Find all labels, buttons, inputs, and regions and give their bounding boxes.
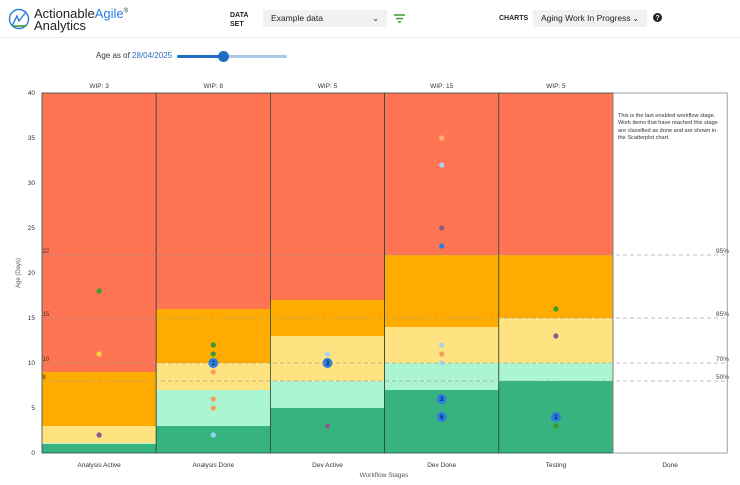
percentile-label: 70% xyxy=(716,356,729,363)
y-tick-label: 40 xyxy=(28,90,36,97)
band-green xyxy=(270,408,385,453)
band-light-green xyxy=(42,443,157,444)
work-item-dot[interactable] xyxy=(210,396,216,402)
work-item-dot[interactable] xyxy=(439,135,445,141)
work-item-dot[interactable] xyxy=(210,405,216,411)
work-item-group[interactable] xyxy=(322,358,333,368)
percentile-value: 15 xyxy=(43,312,50,318)
group-count: 5 xyxy=(440,415,444,421)
work-item-group[interactable] xyxy=(550,412,561,422)
y-tick-label: 15 xyxy=(28,315,36,322)
y-tick-label: 10 xyxy=(28,360,36,367)
work-item-dot[interactable] xyxy=(96,288,102,294)
filter-icon[interactable] xyxy=(394,14,405,23)
stage-column xyxy=(612,92,728,454)
work-item-dot[interactable] xyxy=(553,333,559,339)
stage-label: Dev Done xyxy=(427,462,456,469)
work-item-group[interactable] xyxy=(436,394,447,404)
band-light-green xyxy=(498,363,613,381)
band-light-green xyxy=(270,381,385,408)
y-tick-label: 25 xyxy=(28,225,36,232)
work-item-dot[interactable] xyxy=(439,225,445,231)
svg-text:?: ? xyxy=(655,15,659,22)
percentile-value: 10 xyxy=(43,357,50,363)
band-red xyxy=(384,93,499,255)
work-item-dot[interactable] xyxy=(210,342,216,348)
work-item-dot[interactable] xyxy=(96,432,102,438)
y-tick-label: 5 xyxy=(31,405,35,412)
group-count: 3 xyxy=(440,397,444,403)
work-item-dot[interactable] xyxy=(439,243,445,249)
stage-label: Analysis Active xyxy=(77,462,121,469)
wip-label: WIP: 5 xyxy=(318,83,338,90)
slider-handle[interactable] xyxy=(218,51,230,62)
dataset-select[interactable]: Example data ⌄ xyxy=(263,10,387,27)
dataset-label: DATA SET xyxy=(230,12,249,28)
band-orange xyxy=(384,255,499,327)
work-item-dot[interactable] xyxy=(439,342,445,348)
work-item-dot[interactable] xyxy=(324,423,331,429)
age-date: 28/04/2025 xyxy=(132,51,173,60)
band-red xyxy=(270,93,385,300)
stage-label: Done xyxy=(662,462,678,469)
band-light-green xyxy=(384,363,499,390)
band-orange xyxy=(42,372,157,426)
y-tick-label: 30 xyxy=(28,180,36,187)
question-circle-icon[interactable]: ? xyxy=(653,13,662,22)
age-as-of: Age as of 28/04/2025 xyxy=(96,51,173,60)
work-item-dot[interactable] xyxy=(324,351,331,357)
work-item-dot[interactable] xyxy=(439,351,445,357)
chevron-down-icon: ⌄ xyxy=(632,14,639,23)
percentile-value: 22 xyxy=(43,249,50,255)
group-count: 2 xyxy=(554,415,558,421)
work-item-dot[interactable] xyxy=(553,423,559,429)
percentile-value: 8 xyxy=(43,375,47,381)
work-item-dot[interactable] xyxy=(553,306,559,312)
percentile-label: 85% xyxy=(716,311,729,318)
wip-label: WIP: 3 xyxy=(89,83,109,90)
logo-icon xyxy=(8,8,30,30)
charts-select[interactable]: Aging Work In Progress ⌄ xyxy=(533,10,647,27)
work-item-dot[interactable] xyxy=(96,351,102,357)
wip-label: WIP: 5 xyxy=(546,83,566,90)
wip-label: WIP: 8 xyxy=(204,83,224,90)
wip-label: WIP: 15 xyxy=(430,83,454,90)
group-count: 2 xyxy=(212,361,216,367)
band-green xyxy=(156,426,271,453)
logo[interactable]: ActionableAgile® Analytics xyxy=(8,6,128,32)
percentile-label: 50% xyxy=(716,374,729,381)
chevron-down-icon: ⌄ xyxy=(372,14,379,23)
percentile-label: 95% xyxy=(716,248,729,255)
app-header: ActionableAgile® Analytics DATA SET Exampl… xyxy=(0,0,740,38)
band-red xyxy=(42,93,157,372)
y-axis-label: Age (Days) xyxy=(16,258,22,288)
x-axis-label: Workflow Stages xyxy=(360,472,409,479)
work-item-dot[interactable] xyxy=(210,351,216,357)
y-tick-label: 0 xyxy=(31,450,35,457)
logo-text: ActionableAgile® Analytics xyxy=(34,6,129,34)
y-tick-label: 20 xyxy=(28,270,36,277)
stage-label: Testing xyxy=(546,462,567,469)
band-green xyxy=(42,444,157,453)
band-red xyxy=(156,93,271,309)
work-item-group[interactable] xyxy=(436,412,447,422)
aging-wip-chart: WIP: 3 Analysis Active WIP: 8 Analysis Done… xyxy=(16,83,729,479)
charts-label: CHARTS xyxy=(499,15,529,22)
band-red xyxy=(498,93,613,255)
work-item-dot[interactable] xyxy=(210,432,216,438)
stage-label: Analysis Done xyxy=(193,462,235,469)
work-item-dot[interactable] xyxy=(439,162,445,168)
band-yellow xyxy=(498,318,613,363)
work-item-dot[interactable] xyxy=(210,369,216,375)
y-tick-label: 35 xyxy=(28,135,36,142)
group-count: 3 xyxy=(326,361,330,367)
done-stage-note: This is the last enabled workflow stage.… xyxy=(618,113,718,141)
age-slider[interactable] xyxy=(177,51,287,62)
stage-label: Dev Active xyxy=(312,462,343,469)
